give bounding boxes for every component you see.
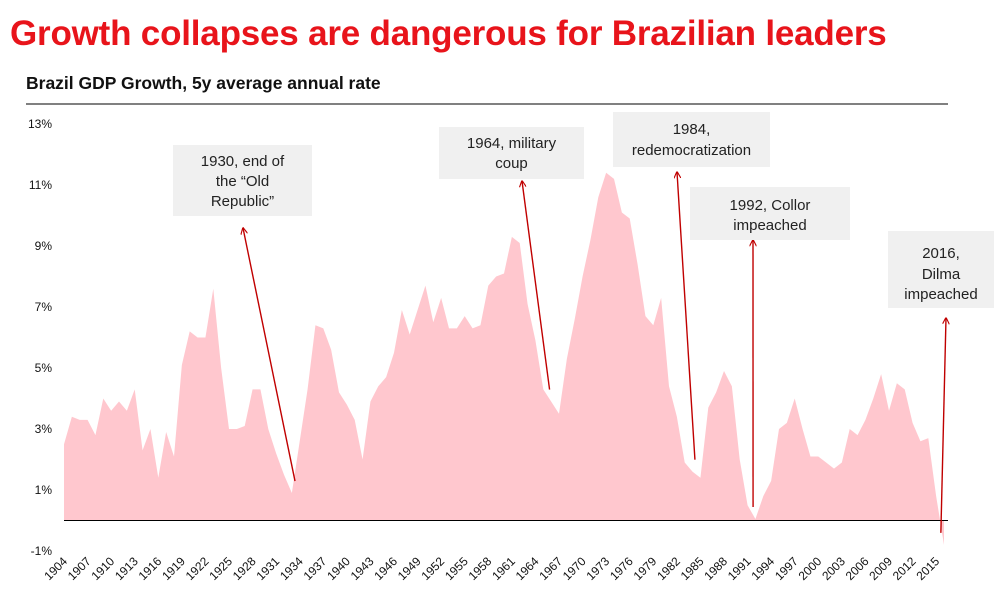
callout-box [690,187,850,240]
x-tick-label: 1985 [678,554,707,583]
callout-box [173,145,312,216]
x-tick-label: 1994 [748,554,777,583]
x-tick-label: 1949 [395,554,424,583]
x-tick-label: 1913 [112,554,141,583]
y-tick-label: 9% [35,239,53,253]
x-tick-label: 1970 [560,554,589,583]
callout-text: coup [495,155,528,172]
callout-box [439,127,584,179]
x-tick-label: 1922 [183,554,212,583]
x-tick-label: 2012 [890,554,919,583]
annotation-arrow [243,228,296,482]
x-tick-label: 1928 [230,554,259,583]
x-tick-label: 1904 [41,554,70,583]
x-tick-label: 1916 [136,554,165,583]
callout-1: 1964, military coup [439,127,584,179]
callout-0: 1930, end of the “Old Republic” [173,145,312,216]
callout-text: impeached [733,217,806,234]
callout-text: Dilma [922,266,961,283]
x-tick-label: 1997 [772,554,801,583]
annotation-arrow [522,181,551,390]
x-tick-label: 1964 [513,554,542,583]
y-tick-label: 13% [28,117,52,131]
callout-text: 1964, military [467,135,557,152]
x-tick-label: 1961 [489,554,518,583]
callout-text: impeached [904,286,977,303]
x-tick-label: 1934 [277,554,306,583]
y-tick-label: 3% [35,422,53,436]
y-tick-label: 7% [35,300,53,314]
callout-3: 1992, Collor impeached [690,187,850,240]
callout-text: 1992, Collor [730,197,811,214]
callout-box [888,231,994,308]
x-tick-label: 1955 [442,554,471,583]
x-tick-label: 1937 [301,554,330,583]
callout-text: 1984, [673,121,711,138]
x-tick-label: 1958 [466,554,495,583]
chart-title: Brazil GDP Growth, 5y average annual rat… [26,73,381,93]
x-tick-label: 2015 [913,554,942,583]
headline: Growth collapses are dangerous for Brazi… [10,14,887,53]
y-tick-label: 1% [35,483,53,497]
x-tick-label: 2000 [796,554,825,583]
y-tick-label: 5% [35,361,53,375]
x-tick-label: 2009 [866,554,895,583]
x-tick-label: 1907 [65,554,94,583]
callout-2: 1984, redemocratization [613,112,770,167]
annotation-arrow [677,172,696,460]
x-tick-label: 1919 [159,554,188,583]
callout-text: the “Old [216,173,269,190]
x-tick-label: 1982 [654,554,683,583]
x-tick-label: 1973 [583,554,612,583]
y-tick-label: 11% [29,178,52,192]
x-tick-label: 1952 [418,554,447,583]
x-tick-label: 1979 [631,554,660,583]
x-tick-label: 1931 [253,554,282,583]
x-tick-label: 1925 [206,554,235,583]
x-tick-label: 1943 [348,554,377,583]
x-tick-label: 1991 [725,554,754,583]
callout-4: 2016, Dilma impeached [888,231,994,308]
callout-box [613,112,770,167]
x-tick-label: 1910 [88,554,117,583]
x-tick-label: 2006 [843,554,872,583]
x-tick-label: 2003 [819,554,848,583]
y-tick-label: -1% [31,544,53,558]
callout-text: 1930, end of [201,153,285,170]
x-tick-label: 1946 [371,554,400,583]
area-series-0 [64,172,944,545]
x-tick-label: 1940 [324,554,353,583]
callout-text: Republic” [211,193,274,210]
annotation-arrow [940,318,946,533]
x-tick-label: 1988 [701,554,730,583]
x-tick-label: 1967 [536,554,565,583]
callout-text: 2016, [922,245,960,262]
callout-text: redemocratization [632,142,751,159]
x-tick-label: 1976 [607,554,636,583]
